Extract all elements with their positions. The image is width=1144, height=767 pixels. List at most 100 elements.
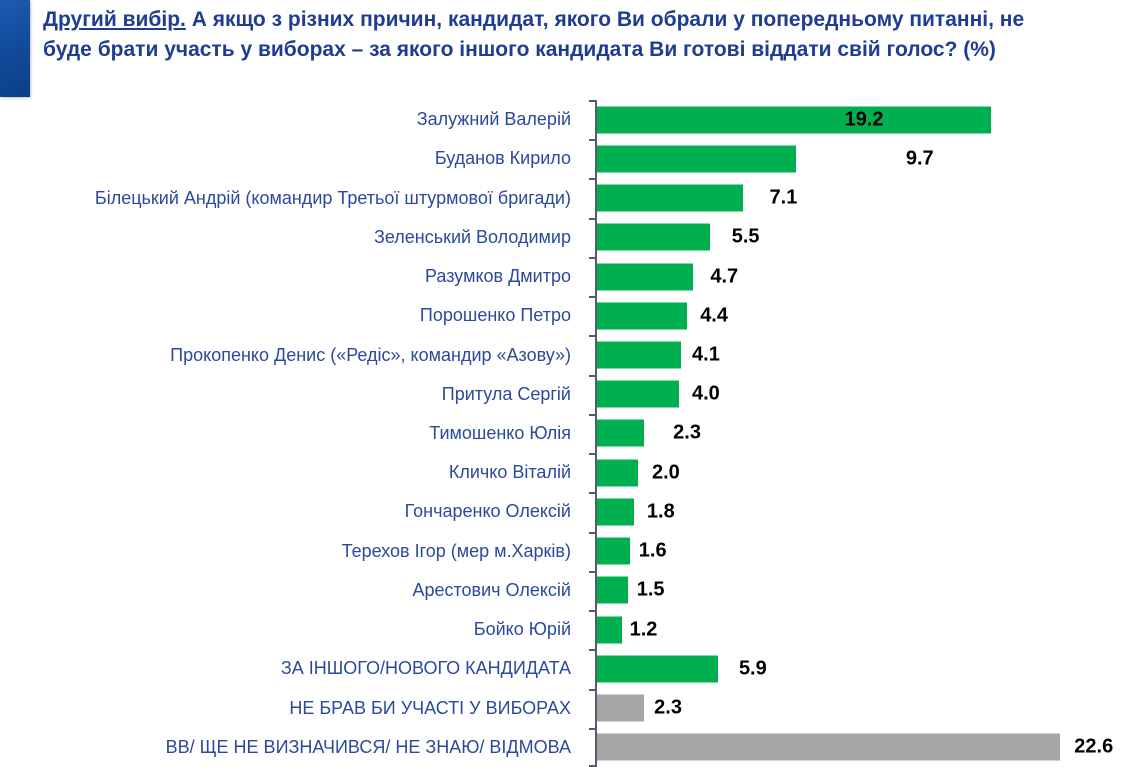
category-label: Арестович Олексій [412,579,571,600]
bar-track: 7.1 [583,178,1144,217]
axis-tick [589,571,595,573]
category-label: Залужний Валерій [416,109,571,130]
y-axis-line [595,100,597,767]
chart-title-line1-rest: А якщо з різних причин, кандидат, якого … [185,8,1025,31]
axis-tick [589,139,595,141]
category-label: Разумков Дмитро [425,266,571,287]
axis-tick [589,532,595,534]
value-label: 7.1 [769,186,798,209]
category-label: НЕ БРАВ БИ УЧАСТІ У ВИБОРАХ [289,697,571,718]
value-label: 19.2 [844,108,884,131]
axis-tick [589,414,595,416]
bar-row: Тимошенко Юлія 2.3 [0,414,1144,453]
value-label: 4.0 [692,382,720,405]
bar-row: Гончаренко Олексій 1.8 [0,492,1144,531]
bar-track: 5.9 [583,649,1144,688]
bar [597,184,743,212]
bar-track: 2.3 [583,689,1144,728]
axis-tick [589,728,595,730]
bar-track: 2.3 [583,414,1144,453]
category-label: Буданов Кирило [434,148,571,169]
bar-row: Бойко Юрій 1.2 [0,610,1144,649]
bar-row: Разумков Дмитро 4.7 [0,257,1144,296]
bar-track: 4.7 [583,257,1144,296]
category-label: Терехов Ігор (мер м.Харків) [341,540,571,561]
bar-row: ВВ/ ЩЕ НЕ ВИЗНАЧИВСЯ/ НЕ ЗНАЮ/ ВІДМОВА 22… [0,728,1144,767]
category-label: Тимошенко Юлія [429,422,571,443]
axis-tick [589,178,595,180]
value-label: 4.1 [692,343,720,366]
bar-row: НЕ БРАВ БИ УЧАСТІ У ВИБОРАХ 2.3 [0,689,1144,728]
bar [597,263,694,291]
value-label: 5.5 [731,225,760,248]
axis-tick [589,765,595,767]
chart-title-prefix: Другий вибір. [43,8,186,31]
bar-track: 22.6 [583,728,1144,767]
category-label: Гончаренко Олексій [404,501,571,522]
bar-track: 1.8 [583,492,1144,531]
bar-row: Прокопенко Денис («Редіс», командир «Азо… [0,335,1144,374]
value-label: 2.3 [654,696,682,719]
axis-tick [589,257,595,259]
bar-rows: Залужний Валерій 19.2 Буданов Кирило 9.7 Біл… [0,100,1144,767]
value-label: 22.6 [1074,735,1114,758]
bar [597,537,630,565]
bar-row: Зеленський Володимир 5.5 [0,218,1144,257]
axis-tick [589,375,595,377]
value-label: 1.8 [646,500,675,523]
axis-tick [589,610,595,612]
bar-row: Порошенко Петро 4.4 [0,296,1144,335]
value-label: 1.5 [636,578,665,601]
bar-row: Арестович Олексій 1.5 [0,571,1144,610]
chart-title-line1: Другий вибір. А якщо з різних причин, ка… [43,5,1141,35]
bar-track: 4.4 [583,296,1144,335]
bar-track: 2.0 [583,453,1144,492]
corner-accent-block [0,0,30,97]
category-label: Прокопенко Денис («Редіс», командир «Азо… [170,344,571,365]
value-label: 9.7 [905,147,934,170]
category-label: Притула Сергій [441,383,571,404]
bar [597,302,688,330]
bar-track: 1.6 [583,532,1144,571]
bar-track: 9.7 [583,139,1144,178]
bar-track: 4.0 [583,375,1144,414]
bar [597,459,638,487]
category-label: ЗА ІНШОГО/НОВОГО КАНДИДАТА [280,658,571,679]
bar-row: Кличко Віталій 2.0 [0,453,1144,492]
bar-track: 19.2 [583,100,1144,139]
axis-tick [589,649,595,651]
axis-tick [589,100,595,102]
bar [597,145,796,173]
bar-row: Притула Сергій 4.0 [0,375,1144,414]
bar [597,616,622,644]
value-label: 1.6 [638,539,667,562]
axis-tick [589,492,595,494]
bar-row: Терехов Ігор (мер м.Харків) 1.6 [0,532,1144,571]
chart-title-line2: буде брати участь у виборах – за якого і… [43,38,996,62]
category-label: Бойко Юрій [473,619,571,640]
bar-row: Буданов Кирило 9.7 [0,139,1144,178]
bar-track: 1.5 [583,571,1144,610]
bar [597,733,1061,761]
bar-row: Білецький Андрій (командир Третьої штурм… [0,178,1144,217]
axis-tick [589,296,595,298]
chart-title: Другий вибір. А якщо з різних причин, ка… [43,5,1141,65]
category-label: Зеленський Володимир [373,226,571,247]
bar-track: 4.1 [583,335,1144,374]
value-label: 1.2 [629,618,658,641]
bar [597,223,710,251]
bar-row: Залужний Валерій 19.2 [0,100,1144,139]
category-label: Кличко Віталій [448,462,571,483]
bar [597,380,679,408]
category-label: ВВ/ ЩЕ НЕ ВИЗНАЧИВСЯ/ НЕ ЗНАЮ/ ВІДМОВА [165,736,571,757]
bar-chart: Залужний Валерій 19.2 Буданов Кирило 9.7 Біл… [0,100,1144,767]
bar-track: 1.2 [583,610,1144,649]
bar [597,498,634,526]
value-label: 5.9 [738,657,767,680]
category-label: Порошенко Петро [419,305,571,326]
axis-tick [589,689,595,691]
value-label: 2.0 [652,461,680,484]
axis-tick [589,335,595,337]
value-label: 2.3 [673,421,701,444]
